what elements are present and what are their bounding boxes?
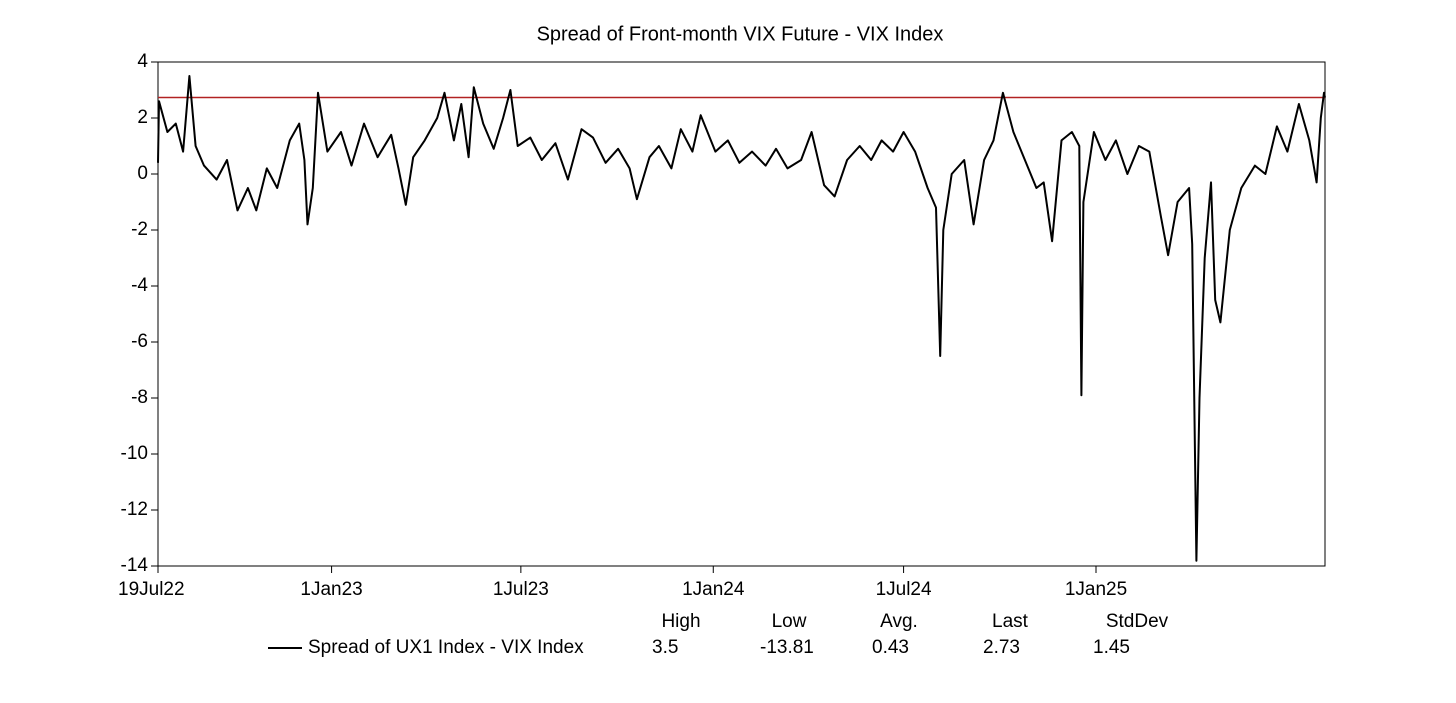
legend-label: Spread of UX1 Index - VIX Index — [308, 637, 584, 658]
x-tick-label: 1Jul23 — [493, 579, 549, 600]
chart-title: Spread of Front-month VIX Future - VIX I… — [537, 23, 944, 45]
series-line — [157, 75, 1326, 562]
y-tick-label: -10 — [121, 443, 148, 464]
y-tick-label: 0 — [137, 163, 148, 184]
y-tick-label: 2 — [137, 107, 148, 128]
y-tick-label: 4 — [137, 51, 148, 72]
stats-header: StdDev — [1106, 611, 1169, 632]
y-tick-label: -4 — [131, 275, 148, 296]
y-tick-label: -8 — [131, 387, 148, 408]
stats-header: High — [661, 611, 700, 632]
stats-header: Last — [992, 611, 1029, 632]
stats-value: -13.81 — [760, 637, 814, 658]
y-tick-label: -2 — [131, 219, 148, 240]
plot-frame — [157, 61, 1326, 567]
y-tick-label: -14 — [121, 555, 149, 576]
stats-header: Avg. — [880, 611, 918, 632]
x-tick-label: 1Jan24 — [682, 579, 745, 600]
stats-value: 1.45 — [1093, 637, 1130, 658]
stats-value: 2.73 — [983, 637, 1020, 658]
x-tick-label: 1Jan23 — [300, 579, 362, 600]
stats-value: 3.5 — [652, 637, 678, 658]
x-tick-label: 1Jul24 — [876, 579, 932, 600]
stats-header: Low — [772, 611, 807, 632]
y-tick-label: -12 — [121, 499, 148, 520]
x-tick-label: 1Jan25 — [1065, 579, 1127, 600]
y-tick-label: -6 — [131, 331, 148, 352]
stats-value: 0.43 — [872, 637, 909, 658]
x-tick-label: 19Jul22 — [118, 579, 185, 600]
